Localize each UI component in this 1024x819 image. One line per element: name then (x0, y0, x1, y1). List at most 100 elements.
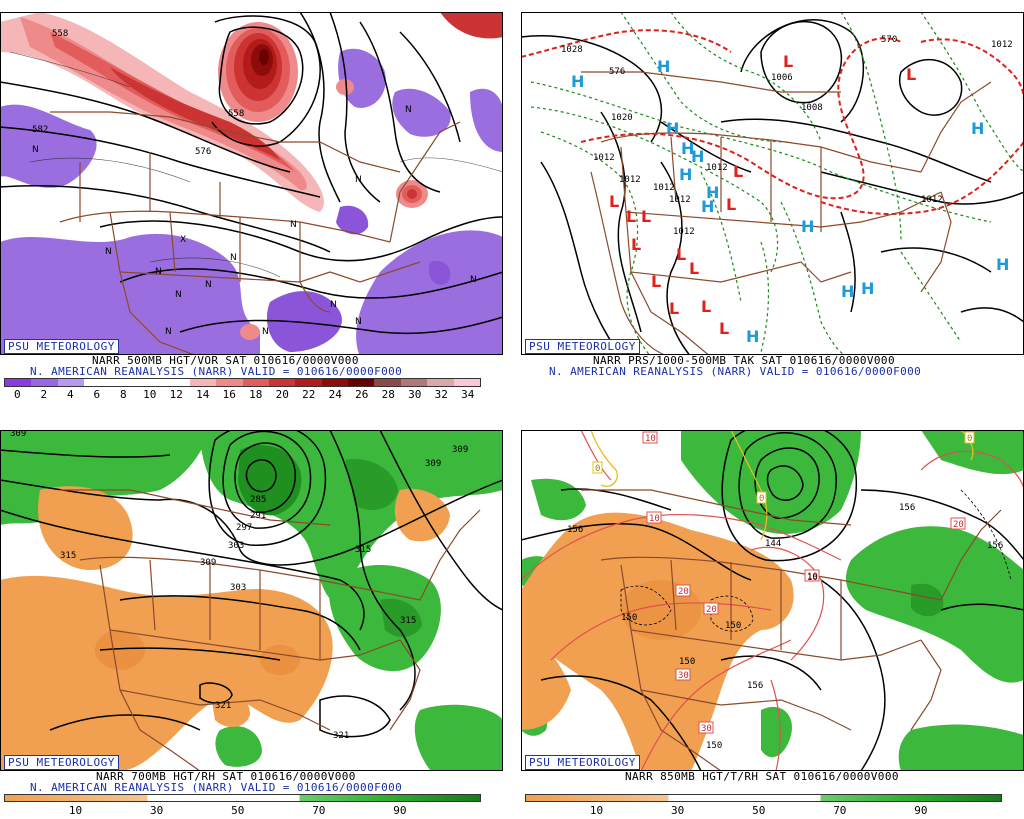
temperature-label: 0 (756, 491, 767, 504)
temp850-map: 10 0 0 10 10 20 20 30 30 20 0 156 144 15… (522, 431, 1023, 771)
psu-logo: PSU METEOROLOGY (525, 339, 640, 354)
svg-text:20: 20 (953, 520, 964, 530)
scale-tick-label: 10 (589, 804, 604, 817)
contour-label: 558 (228, 109, 244, 119)
scale-tick-label: 30 (150, 804, 164, 817)
scale-swatch (84, 379, 111, 386)
temperature-label: 30 (675, 668, 691, 681)
contour-label: 303 (228, 541, 244, 551)
svg-text:N: N (32, 145, 39, 155)
svg-text:20: 20 (678, 587, 689, 597)
panel-surface-pressure-thickness: H H H H H H H H H H H H H H L L L (521, 12, 1024, 400)
scale-tick-label: 8 (119, 388, 127, 401)
contour-label: 1012 (673, 227, 695, 237)
scale-tick-label: 50 (752, 804, 766, 817)
rh700-map: 309 309 303 285 291 297 303 309 315 315 … (1, 430, 502, 771)
contour-label: 156 (747, 681, 763, 691)
scale-swatch (427, 379, 454, 386)
scale-swatch (295, 379, 322, 386)
psu-logo: PSU METEOROLOGY (4, 339, 119, 354)
low-pressure-label: L (719, 319, 729, 338)
scale-swatch (400, 379, 428, 386)
caption-line-2: N. AMERICAN REANALYSIS (NARR) VALID = 01… (30, 781, 403, 794)
high-pressure-label: H (996, 255, 1009, 274)
scale-tick-label: 14 (196, 388, 210, 401)
contour-label: 1012 (991, 40, 1013, 50)
low-pressure-label: L (783, 52, 793, 71)
scale-tick-label: 50 (231, 804, 245, 817)
contour-label: 570 (881, 35, 897, 45)
scale-swatch (5, 379, 32, 386)
low-pressure-label: L (689, 259, 699, 278)
high-pressure-label: H (971, 119, 984, 138)
svg-text:20: 20 (706, 605, 717, 615)
low-pressure-label: L (626, 207, 636, 226)
low-pressure-label: L (726, 195, 736, 214)
scale-swatch (110, 379, 137, 386)
contour-label: 309 (452, 445, 468, 455)
scale-tick-label: 6 (93, 388, 101, 401)
rh-color-scale (4, 794, 481, 802)
scale-tick-label: 70 (312, 804, 326, 817)
svg-text:N: N (290, 220, 297, 230)
high-pressure-label: H (657, 57, 670, 76)
panel-700mb-rh: 309 309 303 285 291 297 303 309 315 315 … (0, 430, 503, 819)
caption-line-2: N. AMERICAN REANALYSIS (NARR) VALID = 01… (549, 365, 922, 378)
contour-label: 1012 (593, 153, 615, 163)
scale-tick-label: 12 (169, 388, 183, 401)
panel-500mb-vorticity: N N N N N N N N N N N N N N X 558 582 558 576 PSU … (0, 12, 503, 401)
temperature-label: 10 (642, 431, 658, 444)
panel-850mb-temp-rh: 10 0 0 10 10 20 20 30 30 20 0 156 144 15… (521, 430, 1024, 819)
high-pressure-label: H (666, 119, 679, 138)
svg-text:0: 0 (759, 494, 764, 504)
temperature-label: 20 (950, 517, 966, 530)
high-pressure-label: H (841, 282, 854, 301)
contour-label: 150 (725, 621, 741, 631)
contour-label: 303 (230, 583, 246, 593)
contour-label: 1012 (653, 183, 675, 193)
svg-text:N: N (262, 327, 269, 337)
contour-label: 309 (200, 558, 216, 568)
caption-line-1: NARR 850MB HGT/T/RH SAT 010616/0000V000 (625, 770, 899, 783)
low-pressure-label: L (701, 297, 711, 316)
contour-label: 10 (807, 573, 818, 583)
contour-label: 144 (765, 539, 781, 549)
contour-label: 1008 (801, 103, 823, 113)
svg-text:30: 30 (678, 671, 689, 681)
contour-label: 1028 (561, 45, 583, 55)
contour-label: 576 (609, 67, 625, 77)
scale-swatch (136, 379, 164, 386)
temperature-label: 0 (592, 461, 603, 474)
temperature-label: 0 (964, 431, 975, 444)
vorticity-map: N N N N N N N N N N N N N N X 558 582 558 576 (1, 13, 502, 355)
scale-tick-label: 20 (275, 388, 289, 401)
contour-label: 309 (10, 430, 26, 439)
high-pressure-label: H (571, 72, 584, 91)
contour-label: 1012 (619, 175, 641, 185)
svg-text:10: 10 (645, 434, 656, 444)
vorticity-color-scale (4, 378, 481, 387)
scale-swatch (57, 379, 85, 386)
contour-label: 285 (250, 495, 266, 505)
contour-label: 321 (333, 731, 349, 741)
scale-tick-label: 90 (393, 804, 407, 817)
contour-label: 1012 (921, 195, 943, 205)
high-pressure-label: H (701, 197, 714, 216)
svg-text:10: 10 (807, 572, 818, 582)
low-pressure-label: L (906, 65, 916, 84)
svg-text:N: N (165, 327, 172, 337)
svg-text:N: N (355, 175, 362, 185)
low-pressure-label: L (651, 272, 661, 291)
caption-line-1: NARR 700MB HGT/RH SAT 010616/0000V000 (96, 770, 356, 783)
high-pressure-label: H (681, 139, 694, 158)
svg-text:10: 10 (649, 514, 660, 524)
psu-logo: PSU METEOROLOGY (525, 755, 640, 770)
contour-label: 156 (987, 541, 1003, 551)
svg-text:N: N (355, 317, 362, 327)
scale-tick-label: 90 (914, 804, 928, 817)
scale-tick-label: 18 (249, 388, 263, 401)
contour-label: 1012 (706, 163, 728, 173)
scale-tick-label: 30 (671, 804, 685, 817)
scale-tick-label: 32 (434, 388, 448, 401)
scale-swatch (348, 379, 375, 386)
